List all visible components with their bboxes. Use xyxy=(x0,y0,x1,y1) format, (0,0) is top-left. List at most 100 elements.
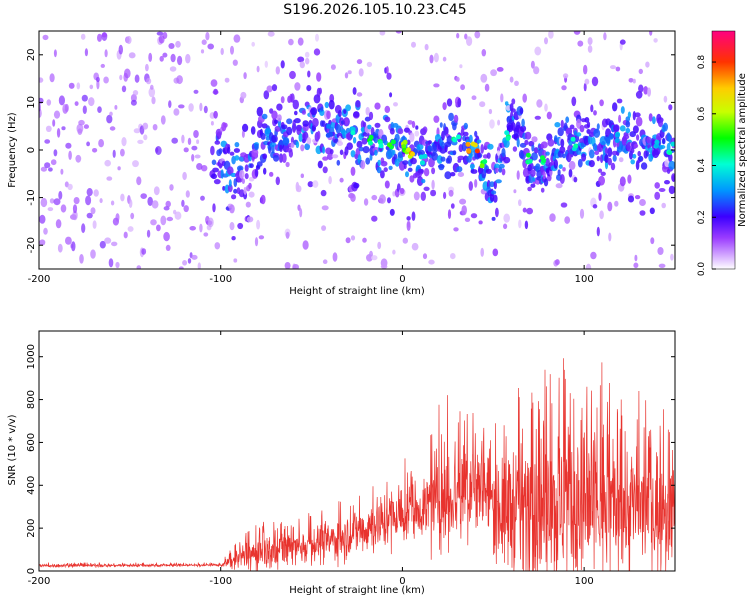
spectrogram-hotspot xyxy=(570,136,576,142)
spectrogram-cell xyxy=(607,157,612,166)
colorbar-tick-label: 0.4 xyxy=(697,158,707,173)
spectrogram-cell xyxy=(395,31,402,34)
spectrogram-cell xyxy=(495,167,499,173)
snr-x-tick-label: -200 xyxy=(28,576,51,587)
spectrogram-cell xyxy=(321,120,326,127)
spectrogram-cell xyxy=(72,204,78,214)
spectrogram-cell xyxy=(402,237,408,244)
spectrogram-cell xyxy=(310,107,318,116)
spectrogram-cell xyxy=(634,195,641,200)
spectrogram-cell xyxy=(312,180,319,188)
spectrogram-cell xyxy=(304,143,311,151)
spectrogram-cell xyxy=(440,156,446,162)
spectrogram-cell xyxy=(639,155,643,161)
spectrogram-cell xyxy=(456,166,463,173)
spectrogram-cell xyxy=(668,153,673,163)
spectrogram-cell xyxy=(442,102,447,111)
spectrogram-cell xyxy=(526,207,533,215)
spectrogram-cell xyxy=(156,224,161,232)
spectrogram-cell xyxy=(146,229,151,238)
spectrogram-cell xyxy=(411,211,416,221)
spectrogram-cell xyxy=(493,180,497,190)
spectrogram-cell xyxy=(495,179,502,184)
spectrogram-cell xyxy=(378,194,386,204)
snr-y-tick-label: 200 xyxy=(26,519,37,538)
spectrogram-cell xyxy=(203,105,208,114)
spectrogram-cell xyxy=(263,167,267,175)
spectrogram-hotspot xyxy=(422,153,428,159)
spectrogram-cell xyxy=(520,125,527,132)
colorbar-tick-label: 0.8 xyxy=(697,55,707,70)
spectrogram-cell xyxy=(488,108,493,115)
spectrogram-cell xyxy=(256,106,263,117)
spectrogram-cell xyxy=(658,263,666,268)
spectrogram-cell xyxy=(413,191,420,201)
spectrogram-cell xyxy=(177,55,183,66)
spectrogram-cell xyxy=(490,69,497,77)
spectrogram-cell xyxy=(80,33,86,40)
spectrogram-cell xyxy=(191,145,198,151)
spectrogram-cell xyxy=(587,45,593,53)
snr-x-tick-label: 100 xyxy=(575,576,594,587)
spectrogram-cell xyxy=(90,249,96,259)
spectrogram-cell xyxy=(534,115,541,120)
spectrogram-cell xyxy=(576,118,582,129)
spectrogram-cell xyxy=(636,134,640,141)
spectrogram-cell xyxy=(104,49,108,58)
spectrogram-cell xyxy=(130,94,137,102)
spectrogram-cell xyxy=(169,184,174,191)
spectrogram-cell xyxy=(371,194,378,201)
spectrogram-cell xyxy=(610,65,616,70)
spectrogram-cell xyxy=(174,211,182,220)
spectrogram-cell xyxy=(576,132,582,137)
spectrogram-cell xyxy=(148,52,153,63)
spectrogram-cell xyxy=(358,146,364,152)
spectrogram-cell xyxy=(106,176,113,181)
spectrogram-cell xyxy=(214,242,221,250)
spectrogram-cell xyxy=(100,63,106,68)
spectrogram-cell xyxy=(649,207,655,215)
spectrogram-cell xyxy=(244,164,249,172)
spectrogram-cell xyxy=(571,96,577,107)
spectrogram-cell xyxy=(383,140,389,146)
spectrogram-cell xyxy=(162,32,168,39)
spectrogram-cell xyxy=(350,150,356,158)
spectrogram-cell xyxy=(634,254,638,262)
spectrogram-cell xyxy=(386,72,392,80)
spectrogram-cell xyxy=(353,111,360,118)
spectrogram-cell xyxy=(218,148,223,155)
spectrogram-cell xyxy=(328,176,332,185)
spectrogram-cell xyxy=(133,128,141,134)
spectrogram-cell xyxy=(565,116,570,123)
spectrogram-cell xyxy=(583,64,588,75)
spectrogram-cell xyxy=(456,32,460,39)
spectrogram-cell xyxy=(108,258,114,268)
spectrogram-cell xyxy=(497,119,501,126)
spectrogram-cell xyxy=(639,210,646,216)
spectrogram-cell xyxy=(380,170,385,179)
spectrogram-cell xyxy=(117,166,121,171)
spectrogram-cell xyxy=(248,191,255,198)
spectrogram-cell xyxy=(645,61,650,68)
spectrogram-cell xyxy=(295,141,300,149)
spectrogram-cell xyxy=(282,136,290,146)
spectrogram-cell xyxy=(207,217,214,228)
spectrogram-cell xyxy=(635,90,643,99)
spectrogram-cell xyxy=(140,193,147,200)
spectrogram-hotspot xyxy=(482,159,488,165)
spectrogram-cell xyxy=(264,60,268,68)
spectrogram-cell xyxy=(53,149,58,157)
spectrogram-cell xyxy=(640,162,648,170)
snr-y-tick-label: 1000 xyxy=(26,344,37,369)
spectrogram-cell xyxy=(374,149,378,156)
spectrogram-cell xyxy=(156,31,164,36)
spectrogram-cell xyxy=(466,36,473,47)
spectrogram-cell xyxy=(211,173,217,180)
spectrogram-cell xyxy=(345,237,351,244)
spectrogram-cell xyxy=(196,163,203,170)
spectrogram-plot xyxy=(39,31,675,269)
spectrogram-cell xyxy=(336,159,341,166)
spectrogram-hotspot xyxy=(573,143,579,149)
spectrogram-cell xyxy=(296,126,302,136)
spectrogram-cell xyxy=(448,112,454,122)
